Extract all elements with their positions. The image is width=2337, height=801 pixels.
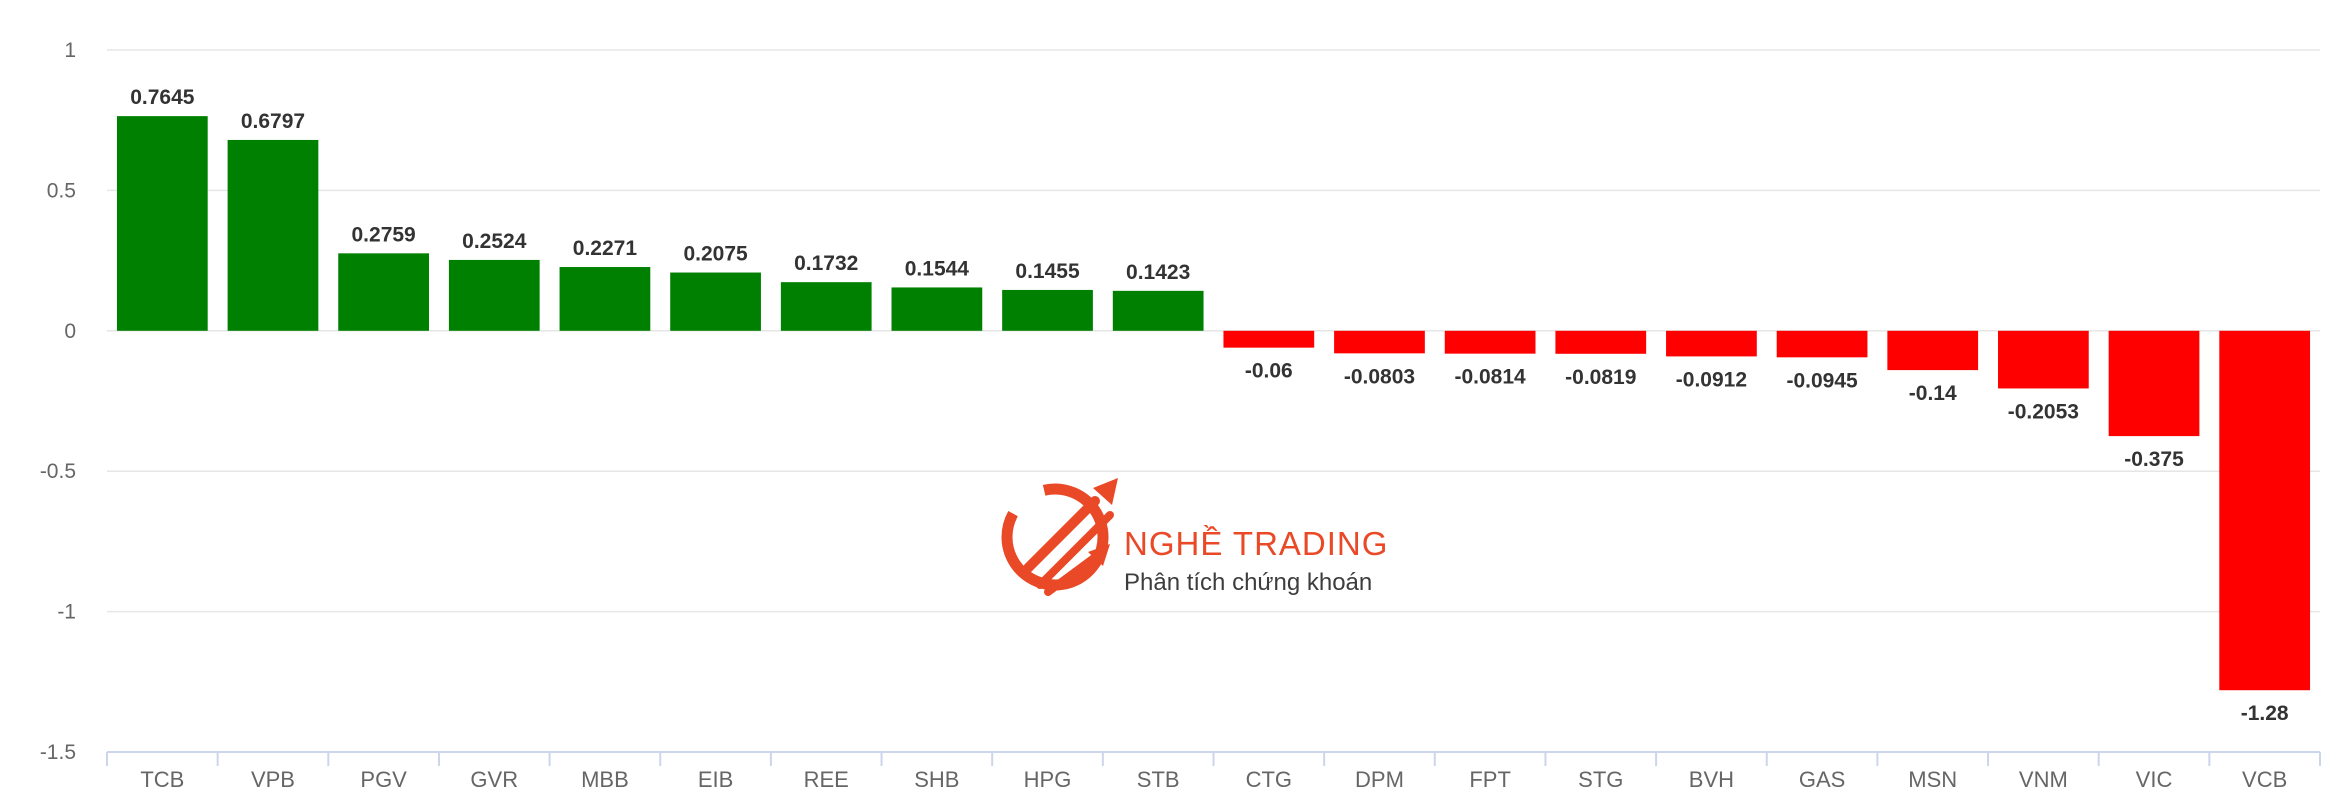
bar-hpg[interactable] (1002, 289, 1093, 331)
x-tick-label: BVH (1689, 767, 1734, 792)
data-label: 0.1544 (905, 257, 970, 280)
x-tick-label: FPT (1469, 767, 1511, 792)
bar-ree[interactable] (780, 282, 872, 331)
data-label: -0.0803 (1344, 365, 1415, 388)
x-tick-label: VPB (251, 767, 295, 792)
x-tick-label: VIC (2136, 767, 2173, 792)
bar-ctg[interactable] (1223, 330, 1315, 348)
y-axis-tick-labels: 1 0.5 0 -0.5 -1 -1.5 (40, 39, 76, 764)
bar-stg[interactable] (1555, 330, 1647, 354)
x-tick-label: EIB (698, 767, 733, 792)
watermark-title: NGHỀ TRADING (1124, 525, 1388, 562)
y-tick-label: -1 (57, 601, 76, 624)
data-label: 0.1455 (1015, 260, 1080, 283)
x-tick-label: REE (804, 767, 849, 792)
y-tick-label: -0.5 (40, 460, 76, 483)
y-tick-label: 0.5 (47, 179, 76, 202)
bar-vcb[interactable] (2219, 330, 2311, 691)
bar-eib[interactable] (670, 272, 761, 331)
x-tick-label: VCB (2242, 767, 2287, 792)
x-tick-label: DPM (1355, 767, 1404, 792)
bar-vnm[interactable] (1998, 330, 2089, 389)
x-tick-label: GVR (470, 767, 518, 792)
x-tick-label: TCB (140, 767, 184, 792)
data-label: -0.375 (2124, 448, 2184, 471)
x-tick-label: PGV (360, 767, 407, 792)
bar-fpt[interactable] (1444, 330, 1536, 354)
bar-vic[interactable] (2108, 330, 2200, 437)
data-label: 0.1732 (794, 252, 858, 275)
trading-arrows-logo-icon (1001, 478, 1118, 596)
watermark: NGHỀ TRADING Phân tích chứng khoán (1001, 478, 1388, 596)
y-tick-label: 0 (64, 320, 76, 343)
data-label: 0.2075 (683, 243, 748, 266)
data-label: 0.2271 (573, 237, 638, 260)
x-tick-label: STB (1137, 767, 1180, 792)
data-label: -0.0912 (1676, 368, 1747, 391)
x-tick-label: SHB (914, 767, 959, 792)
x-tick-label: CTG (1246, 767, 1292, 792)
bar-dpm[interactable] (1334, 330, 1425, 354)
bar-pgv[interactable] (338, 253, 429, 331)
x-tick-label: MSN (1908, 767, 1957, 792)
data-label: -0.0814 (1455, 366, 1527, 389)
x-tick-label: STG (1578, 767, 1623, 792)
x-tick-label: VNM (2019, 767, 2068, 792)
x-tick-label: HPG (1024, 767, 1072, 792)
data-label: 0.7645 (130, 86, 195, 109)
bar-gvr[interactable] (448, 259, 540, 331)
y-tick-label: -1.5 (40, 741, 76, 764)
bar-tcb[interactable] (116, 116, 208, 331)
x-tick-label: MBB (581, 767, 629, 792)
data-label: -0.2053 (2008, 400, 2079, 423)
y-tick-label: 1 (64, 39, 76, 62)
bars: 0.7645 0.6797 0.2759 0.2524 0.2271 0.2075 0.17… (116, 86, 2311, 725)
bar-vpb[interactable] (227, 139, 319, 331)
bar-msn[interactable] (1887, 330, 1979, 371)
data-label: -0.0945 (1786, 369, 1858, 392)
watermark-subtitle: Phân tích chứng khoán (1124, 569, 1372, 596)
data-label: -0.0819 (1565, 366, 1636, 389)
bar-shb[interactable] (891, 287, 983, 331)
bar-stb[interactable] (1112, 290, 1204, 331)
x-axis: TCB VPB PGV GVR MBB EIB REE SHB HPG STB CTG DPM FPT S… (106, 751, 2321, 792)
bar-gas[interactable] (1776, 330, 1868, 358)
x-tick-label: GAS (1799, 767, 1845, 792)
data-label: 0.2524 (462, 230, 527, 253)
data-label: -0.06 (1245, 360, 1293, 383)
data-label: -0.14 (1909, 382, 1957, 405)
bar-mbb[interactable] (559, 267, 651, 331)
data-label: 0.1423 (1126, 261, 1190, 284)
data-label: -1.28 (2241, 702, 2289, 725)
data-label: 0.2759 (352, 223, 416, 246)
data-label: 0.6797 (241, 110, 305, 133)
bar-bvh[interactable] (1666, 330, 1757, 357)
